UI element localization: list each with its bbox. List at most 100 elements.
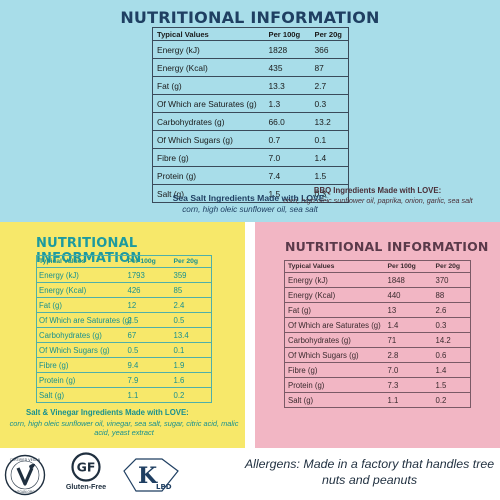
table-row: Salt (g) 1.1 0.2 [284,392,471,408]
per-100g-value: 2.5 [125,312,172,328]
per-100g-value: 1.1 [125,387,172,403]
table-row: Fibre (g) 7.0 1.4 [284,362,471,378]
row-label: Fibre (g) [36,357,126,373]
row-label: Fibre (g) [152,148,265,167]
row-label: Fat (g) [152,76,265,95]
salt-vinegar-ingredients-title: Salt & Vinegar Ingredients Made with LOV… [26,408,189,417]
per-20g-value: 1.9 [171,357,212,373]
table-row: Of Which are Saturates (g) 2.5 0.5 [36,312,212,328]
per-20g-value: 370 [432,272,471,288]
per-100g-value: 12 [125,297,172,313]
table-row: Energy (Kcal) 435 87 [152,58,349,77]
column-header-typical-values: Typical Values [284,260,385,273]
row-label: Fibre (g) [284,362,385,378]
column-header-typical-values: Typical Values [152,27,265,41]
per-100g-value: 426 [125,282,172,298]
gluten-free-mark: GF [77,460,96,475]
row-label: Salt (g) [284,392,385,408]
row-label: Fat (g) [284,302,385,318]
salt-vinegar-ingredients-list: corn, high oleic sunflower oil, vinegar,… [9,419,239,437]
table-row: Of Which Sugars (g) 2.8 0.6 [284,347,471,363]
bbq-ingredients-list: corn, high oleic sunflower oil, paprika,… [283,196,473,205]
sea-salt-nutrition-title: NUTRITIONAL INFORMATION [120,8,380,27]
row-label: Protein (g) [152,166,265,185]
row-label: Salt (g) [152,184,265,203]
row-label: Carbohydrates (g) [284,332,385,348]
per-20g-value: 0.2 [432,392,471,408]
column-header-per-20g: Per 20g [310,27,349,41]
gluten-free-label: Gluten-Free [65,482,107,491]
table-row: Salt (g) 1.1 0.2 [36,387,212,403]
per-100g-value: 435 [264,58,311,77]
table-row: Of Which are Saturates (g) 1.3 0.3 [152,94,349,113]
per-100g-value: 1828 [264,40,311,59]
per-20g-value: 85 [171,282,212,298]
row-label: Of Which are Saturates (g) [152,94,265,113]
per-20g-value: 0.5 [171,312,212,328]
per-100g-value: 1.1 [384,392,433,408]
per-100g-value: 1.4 [384,317,433,333]
per-20g-value: 0.2 [171,387,212,403]
column-header-typical-values: Typical Values [36,255,126,268]
per-20g-value: 2.6 [432,302,471,318]
salt-vinegar-nutrition-table: Typical Values Per 100g Per 20g Energy (… [36,255,212,403]
row-label: Of Which Sugars (g) [152,130,265,149]
per-20g-value: 13.2 [310,112,349,131]
per-100g-value: 1.5 [264,184,311,203]
row-label: Of Which are Saturates (g) [36,312,132,328]
table-row: Fat (g) 12 2.4 [36,297,212,313]
per-20g-value: 1.5 [432,377,471,393]
bbq-nutrition-title: NUTRITIONAL INFORMATION [285,239,489,254]
per-20g-value: 2.7 [310,76,349,95]
per-100g-value: 2.8 [384,347,433,363]
per-100g-value: 1848 [384,272,433,288]
per-20g-value: 0.1 [310,130,349,149]
column-header-per-100g: Per 100g [125,255,172,268]
table-row: Of Which are Saturates (g) 1.4 0.3 [284,317,471,333]
table-row: Protein (g) 7.3 1.5 [284,377,471,393]
row-label: Energy (kJ) [152,40,265,59]
per-100g-value: 7.0 [384,362,433,378]
per-100g-value: 9.4 [125,357,172,373]
row-label: Protein (g) [36,372,126,388]
per-100g-value: 0.5 [125,342,172,358]
per-100g-value: 13.3 [264,76,311,95]
per-20g-value: 366 [310,40,349,59]
bbq-panel: NUTRITIONAL INFORMATION Typical Values P… [255,222,500,448]
allergen-statement: Allergens: Made in a factory that handle… [244,457,495,488]
bbq-ingredients-title: BBQ Ingredients Made with LOVE: [313,186,442,195]
sea-salt-ingredients-title: Sea Salt Ingredients Made with LOVE: [172,193,328,203]
row-label: Of Which are Saturates (g) [284,317,385,333]
per-20g-value: 0.3 [310,94,349,113]
per-100g-value: 13 [384,302,433,318]
per-20g-value: 0.3 [432,317,471,333]
sea-salt-panel: NUTRITIONAL INFORMATION Typical Values P… [0,0,500,222]
table-row: Fat (g) 13.3 2.7 [152,76,349,95]
certifications-strip: CERTIFIED VEGAN VEGAN.ORG GF Gluten-Free… [0,448,500,500]
per-100g-value: 7.3 [384,377,433,393]
per-100g-value: 67 [125,327,172,343]
table-row: Protein (g) 7.4 1.5 [152,166,349,185]
per-20g-value: 2.4 [171,297,212,313]
per-100g-value: 0.7 [264,130,311,149]
table-row: Energy (Kcal) 426 85 [36,282,212,298]
salt-vinegar-panel: NUTRITIONAL INFORMATION Typical Values P… [0,222,245,448]
per-20g-value: 87 [310,58,349,77]
table-row: Energy (kJ) 1793 359 [36,267,212,283]
table-header-row: Typical Values Per 100g Per 20g [152,27,349,41]
per-20g-value: 1.4 [310,148,349,167]
row-label: Energy (Kcal) [152,58,265,77]
column-header-per-100g: Per 100g [264,27,311,41]
per-100g-value: 7.0 [264,148,311,167]
per-20g-value: 0.6 [432,347,471,363]
per-20g-value: 359 [171,267,212,283]
vegan-badge-site: VEGAN.ORG [15,490,35,494]
per-100g-value: 440 [384,287,433,303]
table-row: Of Which Sugars (g) 0.7 0.1 [152,130,349,149]
table-header-row: Typical Values Per 100g Per 20g [284,260,471,273]
table-row: Fibre (g) 9.4 1.9 [36,357,212,373]
table-header-row: Typical Values Per 100g Per 20g [36,255,212,268]
per-100g-value: 1793 [125,267,172,283]
table-row: Fibre (g) 7.0 1.4 [152,148,349,167]
table-row: Of Which Sugars (g) 0.5 0.1 [36,342,212,358]
